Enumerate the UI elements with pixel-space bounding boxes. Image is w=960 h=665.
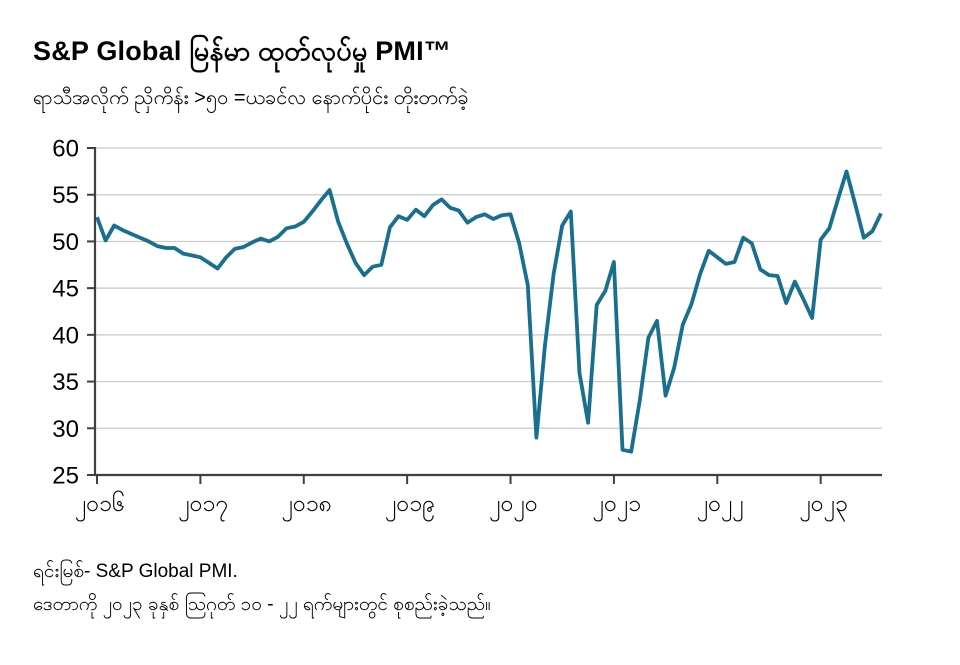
y-axis-label: 50 — [52, 229, 79, 256]
chart-subtitle: ရာသီအလိုက် ညှိကိန်း >၅၀ =ယခင်လ နောက်ပိုင… — [33, 87, 469, 109]
y-axis-label: 25 — [52, 463, 79, 490]
chart-title: S&P Global မြန်မာ ထုတ်လုပ်မှု PMI™ — [33, 36, 452, 66]
x-axis-label: ၂၀၁၇ — [178, 490, 228, 521]
y-axis-label: 40 — [52, 322, 79, 349]
y-axis-label: 35 — [52, 369, 79, 396]
pmi-series-line — [95, 169, 883, 454]
x-axis-label: ၂၀၂၁ — [593, 490, 641, 521]
x-axis-label: ၂၀၂၃ — [799, 490, 847, 521]
collection-note: ဒေတာကို ၂၀၂၃ ခုနှစ် သြဂုတ် ၁၀ - ၂၂ ရက်မျ… — [33, 594, 491, 615]
source-note: ရင်းမြစ်- S&P Global PMI. — [33, 561, 238, 582]
y-axis-label: 60 — [52, 136, 79, 163]
y-axis-label: 45 — [52, 276, 79, 303]
x-axis-label: ၂၀၁၈ — [282, 490, 332, 521]
y-axis-label: 30 — [52, 416, 79, 443]
x-axis-label: ၂၀၂၂ — [697, 490, 744, 521]
x-axis-label: ၂၀၂၀ — [489, 490, 537, 521]
y-axis-label: 55 — [52, 182, 79, 209]
x-axis-label: ၂၀၁၉ — [385, 490, 435, 521]
x-axis-label: ၂၀၁၆ — [75, 490, 125, 521]
